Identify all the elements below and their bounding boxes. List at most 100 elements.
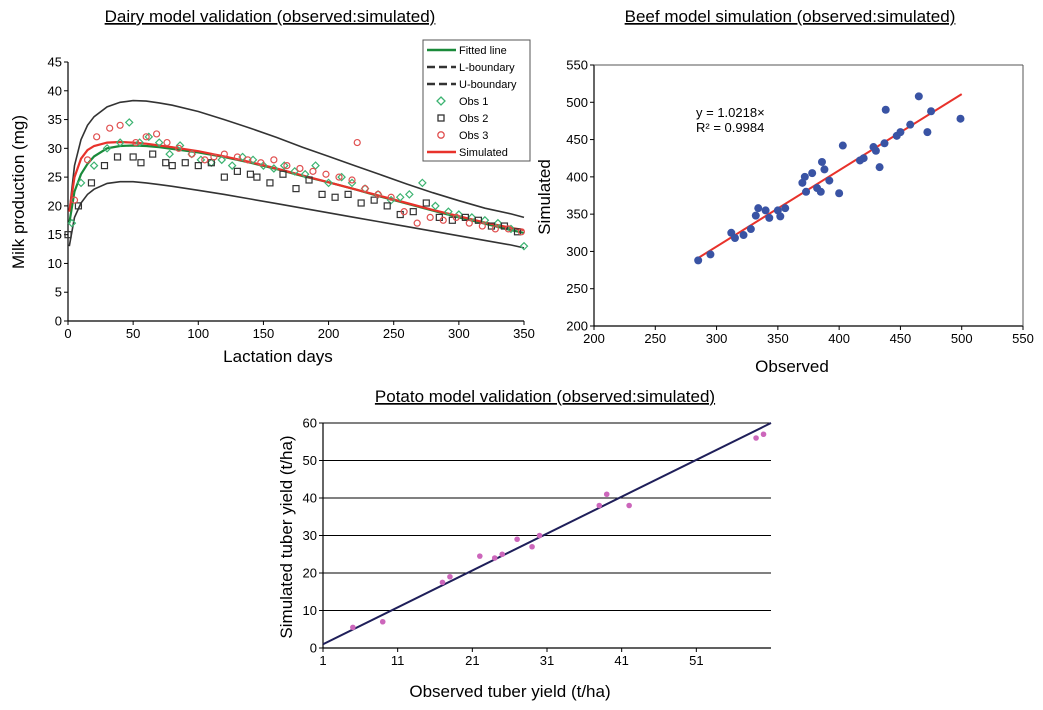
dairy-obs1-point <box>279 161 289 170</box>
dairy-obs3-point <box>93 133 101 141</box>
dairy-x-tick-label: 50 <box>126 326 140 341</box>
beef-x-tick-label: 550 <box>1012 331 1034 346</box>
dairy-obs3-point <box>335 173 343 181</box>
dairy-obs1-point <box>67 218 77 228</box>
dairy-obs1-point <box>431 201 440 211</box>
potato-y-tick-label: 60 <box>303 416 317 431</box>
dairy-obs1-point <box>217 155 227 165</box>
beef-point <box>835 189 844 198</box>
beef-point <box>880 139 889 148</box>
beef-point <box>800 172 809 181</box>
dairy-y-tick-label: 20 <box>48 198 62 213</box>
dairy-obs2-point <box>220 173 228 181</box>
dairy-obs1-point <box>444 207 453 216</box>
dairy-obs1-point <box>506 224 516 234</box>
potato-point <box>477 553 483 559</box>
dairy-obs2-point <box>331 193 339 201</box>
dairy-obs1-point <box>175 141 185 150</box>
dairy-obs1-point <box>259 161 268 170</box>
potato-y-tick-label: 20 <box>303 566 317 581</box>
potato-point <box>753 435 759 441</box>
beef-r-squared: R² = 0.9984 <box>696 120 764 135</box>
legend-obs3-marker <box>437 131 445 139</box>
dairy-obs2-point <box>207 159 215 167</box>
beef-plot-area: 200 250 300 350 400 450 500 550 200 250 300 350 400 4… <box>566 58 1034 347</box>
dairy-obs3-point <box>201 156 209 164</box>
dairy-obs3-point <box>220 150 228 158</box>
dairy-obs3-point <box>353 138 361 147</box>
beef-point <box>875 163 884 172</box>
dairy-obs3-point <box>517 228 525 236</box>
dairy-obs2-point <box>318 190 326 198</box>
dairy-u-boundary-line <box>68 99 525 219</box>
potato-x-tick-label: 31 <box>540 653 554 668</box>
potato-y-tick-label: 50 <box>303 453 317 468</box>
potato-x-tick-label: 11 <box>391 653 405 668</box>
dairy-obs3-point <box>163 138 171 147</box>
dairy-x-tick-label: 250 <box>383 326 405 341</box>
beef-x-tick-label: 200 <box>583 331 605 346</box>
legend-obs3-label: Obs 3 <box>459 130 488 142</box>
beef-point <box>914 92 923 101</box>
dairy-obs3-point <box>142 133 150 141</box>
dairy-obs3-point <box>106 124 114 132</box>
dairy-obs1-point <box>337 172 346 182</box>
dairy-y-axis-label: Milk production (mg) <box>9 115 28 269</box>
dairy-obs3-point <box>439 216 447 224</box>
beef-y-tick-label: 250 <box>566 281 588 296</box>
dairy-obs2-point <box>100 162 109 170</box>
beef-point <box>751 211 760 220</box>
dairy-obs3-point <box>132 138 140 147</box>
dairy-obs3-point <box>233 153 241 161</box>
potato-point <box>439 579 446 586</box>
dairy-obs3-point <box>465 219 473 227</box>
dairy-obs3-point <box>70 196 79 204</box>
dairy-y-tick-label: 45 <box>48 55 62 70</box>
dairy-obs2-point <box>233 167 241 175</box>
potato-y-axis-label: Simulated tuber yield (t/ha) <box>277 435 296 638</box>
dairy-obs3-point <box>478 222 486 230</box>
dairy-x-tick-label: 350 <box>513 326 535 341</box>
dairy-obs1-point <box>76 178 86 188</box>
beef-point <box>817 157 826 166</box>
beef-point <box>765 213 774 222</box>
dairy-obs2-point <box>168 162 176 170</box>
potato-point <box>514 536 520 543</box>
beef-point <box>802 187 811 196</box>
dairy-x-tick-label: 200 <box>318 326 340 341</box>
dairy-obs1-point <box>165 149 174 159</box>
potato-x-tick-label: 1 <box>319 653 326 668</box>
potato-point <box>536 532 543 539</box>
beef-point <box>820 165 829 174</box>
dairy-plot-area: 0 50 100 150 200 250 300 350 0 5 10 15 20 25 30 35 40 45 <box>48 55 535 342</box>
beef-y-tick-label: 200 <box>566 319 588 334</box>
dairy-obs2-point <box>64 231 72 239</box>
dairy-obs1-point <box>418 178 427 188</box>
dairy-obs1-point <box>144 132 154 142</box>
dairy-obs2-point <box>409 208 417 216</box>
dairy-obs2-point <box>149 150 157 158</box>
dairy-y-tick-label: 30 <box>48 141 62 156</box>
potato-x-tick-label: 41 <box>614 653 628 668</box>
beef-point <box>781 204 790 213</box>
dairy-y-tick-label: 15 <box>48 227 62 242</box>
beef-point <box>816 187 825 196</box>
potato-chart: Potato model validation (observed:simula… <box>277 387 772 701</box>
dairy-y-tick-label: 10 <box>48 256 62 271</box>
beef-y-tick-label: 400 <box>566 169 588 184</box>
potato-point <box>760 431 767 438</box>
beef-x-tick-label: 500 <box>951 331 973 346</box>
dairy-obs2-point <box>162 159 170 167</box>
beef-point <box>739 231 748 240</box>
dairy-obs3-point <box>244 156 252 164</box>
potato-point <box>603 491 610 498</box>
beef-point <box>881 105 890 114</box>
dairy-obs3-point <box>491 225 499 233</box>
beef-y-tick-label: 350 <box>566 207 588 222</box>
legend-simulated-label: Simulated <box>459 147 508 159</box>
dairy-y-tick-label: 40 <box>48 83 62 98</box>
dairy-legend: Fitted line L-boundary U-boundary Obs 1 … <box>422 39 531 162</box>
potato-point <box>499 551 506 558</box>
potato-y-tick-label: 10 <box>303 603 317 618</box>
